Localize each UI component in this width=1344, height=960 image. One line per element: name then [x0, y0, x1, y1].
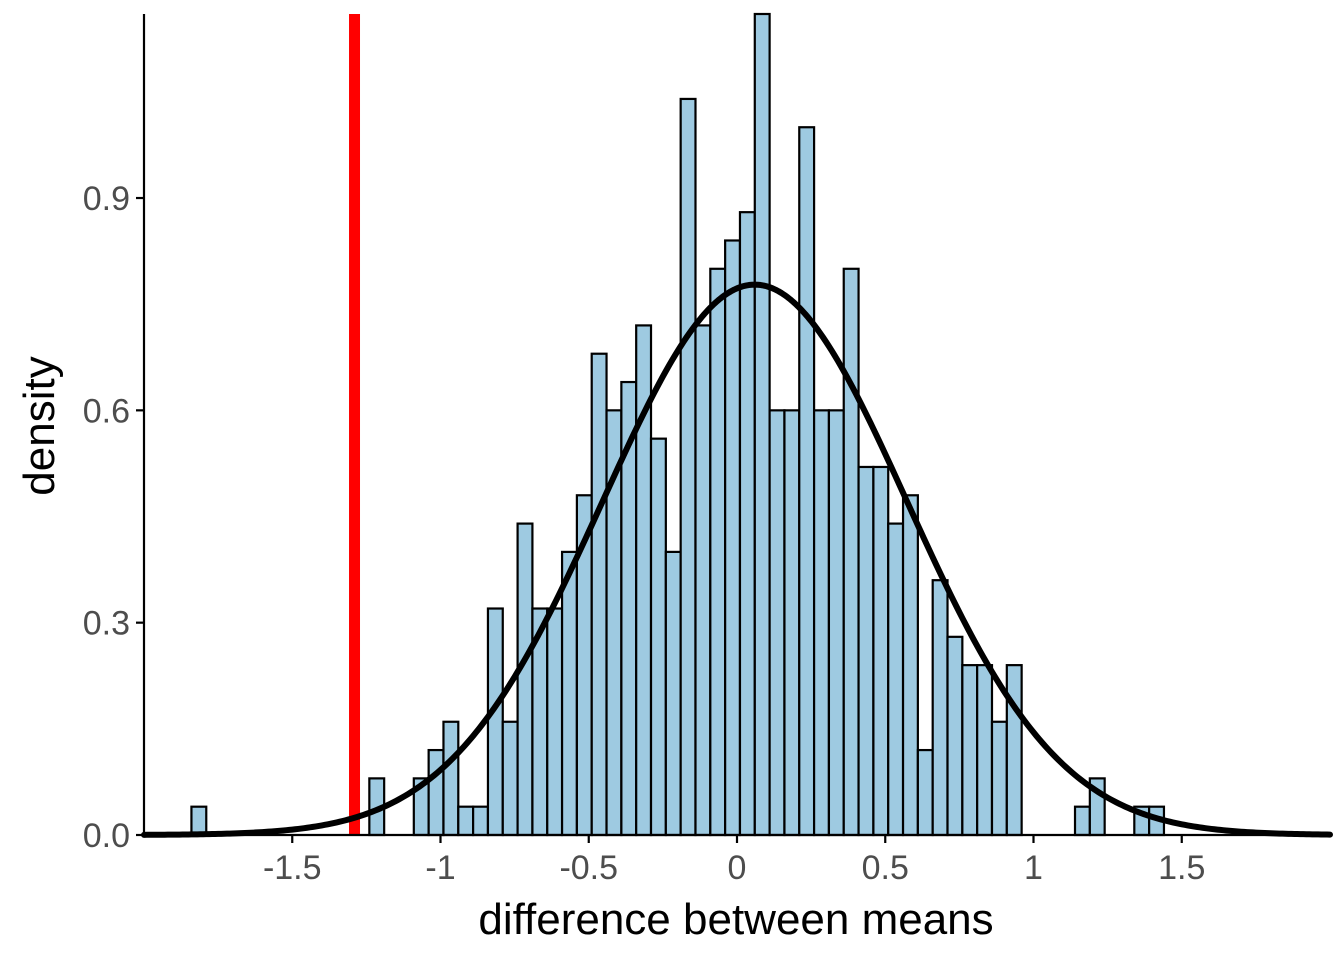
histogram-bar [872, 465, 890, 837]
histogram-bar [768, 409, 786, 837]
histogram-bar [990, 720, 1008, 837]
histogram-bar [1073, 805, 1091, 837]
histogram-bar [472, 805, 490, 837]
histogram-bar [190, 805, 208, 837]
histogram-bar [516, 522, 534, 837]
y-tick-label: 0.6 [83, 392, 130, 430]
histogram-bar [590, 352, 608, 837]
histogram-bar [560, 550, 578, 837]
histogram-bar [783, 409, 801, 837]
density-curve [141, 281, 1333, 838]
histogram-bar [916, 748, 934, 837]
histogram-bar [857, 465, 875, 837]
histogram-bar [457, 805, 475, 837]
histogram-bar [931, 579, 949, 837]
y-tick-label: 0.9 [83, 180, 130, 218]
histogram-bar [427, 748, 445, 837]
histogram-bar [812, 409, 831, 837]
histogram-bar [946, 635, 964, 837]
histogram-bar [724, 239, 742, 837]
histogram-bar [546, 607, 564, 837]
histogram-bar [887, 522, 905, 837]
x-tick-label: 1.5 [1158, 849, 1205, 887]
x-tick-label: 1 [1024, 849, 1043, 887]
histogram-bar [486, 607, 504, 837]
x-axis-title: difference between means [478, 895, 993, 944]
x-tick-label: -1 [425, 849, 455, 887]
histogram-bar [709, 267, 727, 837]
axes [136, 14, 1330, 843]
x-tick-label: -0.5 [559, 849, 618, 887]
x-tick-label: -1.5 [263, 849, 322, 887]
histogram-bar [442, 720, 460, 837]
histogram-bar [976, 664, 994, 837]
histogram-bar [827, 409, 845, 837]
histogram-bar [961, 664, 979, 837]
histogram-bar [753, 12, 771, 837]
y-tick-label: 0.3 [83, 605, 130, 643]
y-tick-label: 0.0 [83, 817, 130, 855]
tick-labels: -1.5 -1 -0.5 0 0.5 1 1.5 0.0 0.3 0.6 0.9 [83, 180, 1206, 887]
histogram-bar [901, 494, 919, 837]
histogram-bar [664, 550, 682, 837]
histogram-bar [842, 267, 860, 837]
x-tick-label: 0.5 [862, 849, 909, 887]
y-axis-title: density [15, 356, 64, 495]
histogram-bar [679, 97, 697, 837]
density-curve-layer [141, 281, 1333, 838]
histogram-bar [649, 437, 667, 837]
histogram-bar [738, 211, 756, 837]
x-tick-label: 0 [728, 849, 747, 887]
histogram-bar [798, 126, 816, 837]
histogram-bar [1005, 664, 1023, 837]
histogram-bar [501, 720, 519, 837]
histogram-bar [694, 324, 712, 837]
